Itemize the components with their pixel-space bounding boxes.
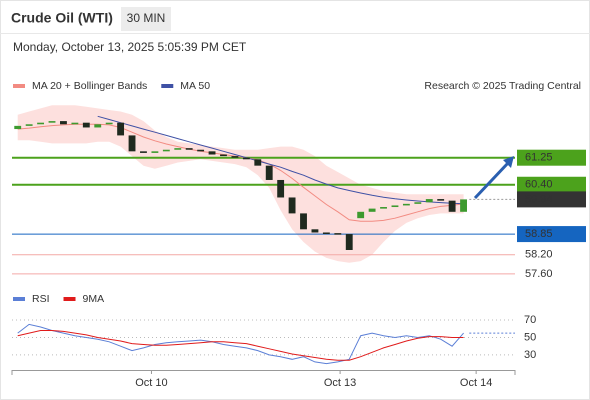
candle [174, 148, 182, 150]
candle [254, 159, 262, 166]
level-label-box [517, 149, 586, 166]
price-panel: 61.25 60.40 59.94 58.85 58.20 57.60 MA 20 + Bo… [12, 80, 586, 280]
y-tick-label: 30 [524, 349, 536, 361]
rsi-line [17, 330, 464, 361]
legend-label: RSI [32, 293, 50, 305]
y-tick-label: 50 [524, 331, 536, 343]
level-label: 59.94 [525, 193, 553, 205]
timestamp: Monday, October 13, 2025 5:05:39 PM CET [13, 40, 247, 54]
candle [311, 229, 319, 233]
candle [265, 165, 273, 180]
candle [25, 124, 33, 126]
candle [357, 211, 365, 219]
candle [437, 199, 445, 201]
level-label-box [517, 191, 586, 208]
candle [162, 149, 170, 152]
candle [368, 208, 376, 212]
candle [414, 202, 422, 204]
candle [128, 135, 136, 152]
candle [448, 200, 456, 212]
candle [185, 148, 193, 150]
x-tick-label: Oct 10 [135, 377, 167, 389]
legend-label: MA 20 + Bollinger Bands [32, 80, 147, 92]
candle [37, 122, 45, 125]
candle [71, 122, 79, 125]
candle [94, 124, 102, 128]
candle [151, 151, 159, 153]
level-label: 58.85 [525, 228, 553, 240]
interval[interactable]: 30 MIN [127, 11, 166, 25]
candle [242, 157, 250, 160]
forecast-arrow [473, 161, 510, 200]
candle [345, 234, 353, 250]
level-label-box [517, 226, 586, 243]
candle [231, 156, 239, 158]
y-tick-label: 70 [524, 314, 536, 326]
candle [48, 121, 56, 123]
forecast-arrowhead [503, 156, 514, 168]
candle [60, 121, 67, 125]
legend-swatch [161, 84, 174, 88]
level-label: 57.60 [525, 268, 553, 280]
candle [220, 154, 227, 157]
candle [288, 197, 296, 214]
level-label-box [517, 176, 586, 193]
candle [322, 232, 330, 234]
interval-box[interactable] [121, 7, 171, 31]
candle [208, 151, 216, 155]
candle [391, 205, 399, 208]
legend-swatch [63, 297, 76, 301]
credit: Research © 2025 Trading Central [424, 80, 581, 92]
candle [82, 122, 90, 128]
candle [14, 125, 22, 130]
x-tick-label: Oct 13 [324, 377, 356, 389]
candle [140, 151, 147, 153]
candle [300, 213, 307, 230]
legend-label: MA 50 [180, 80, 210, 92]
moving-average [17, 123, 464, 222]
legend-label: 9MA [83, 293, 105, 305]
candle [197, 149, 205, 152]
x-tick-label: Oct 14 [460, 377, 492, 389]
candle [105, 122, 113, 125]
level-label: 60.40 [525, 179, 553, 191]
legend-swatch [13, 297, 25, 301]
instrument-title: Crude Oil (WTI) [11, 10, 113, 26]
legend-swatch [13, 84, 25, 88]
candle [425, 199, 433, 203]
candle [277, 179, 285, 198]
level-label: 58.20 [525, 249, 553, 261]
rsi-line [17, 323, 464, 365]
candle [117, 122, 125, 136]
candle [460, 199, 467, 212]
rsi-panel: 70 50 30 Oct 10 Oct 13 Oct 14 RSI 9MA [11, 293, 536, 389]
moving-average [97, 115, 464, 205]
candle [334, 233, 342, 235]
level-label: 61.25 [525, 152, 553, 164]
candle [402, 203, 410, 206]
candle [380, 207, 387, 209]
